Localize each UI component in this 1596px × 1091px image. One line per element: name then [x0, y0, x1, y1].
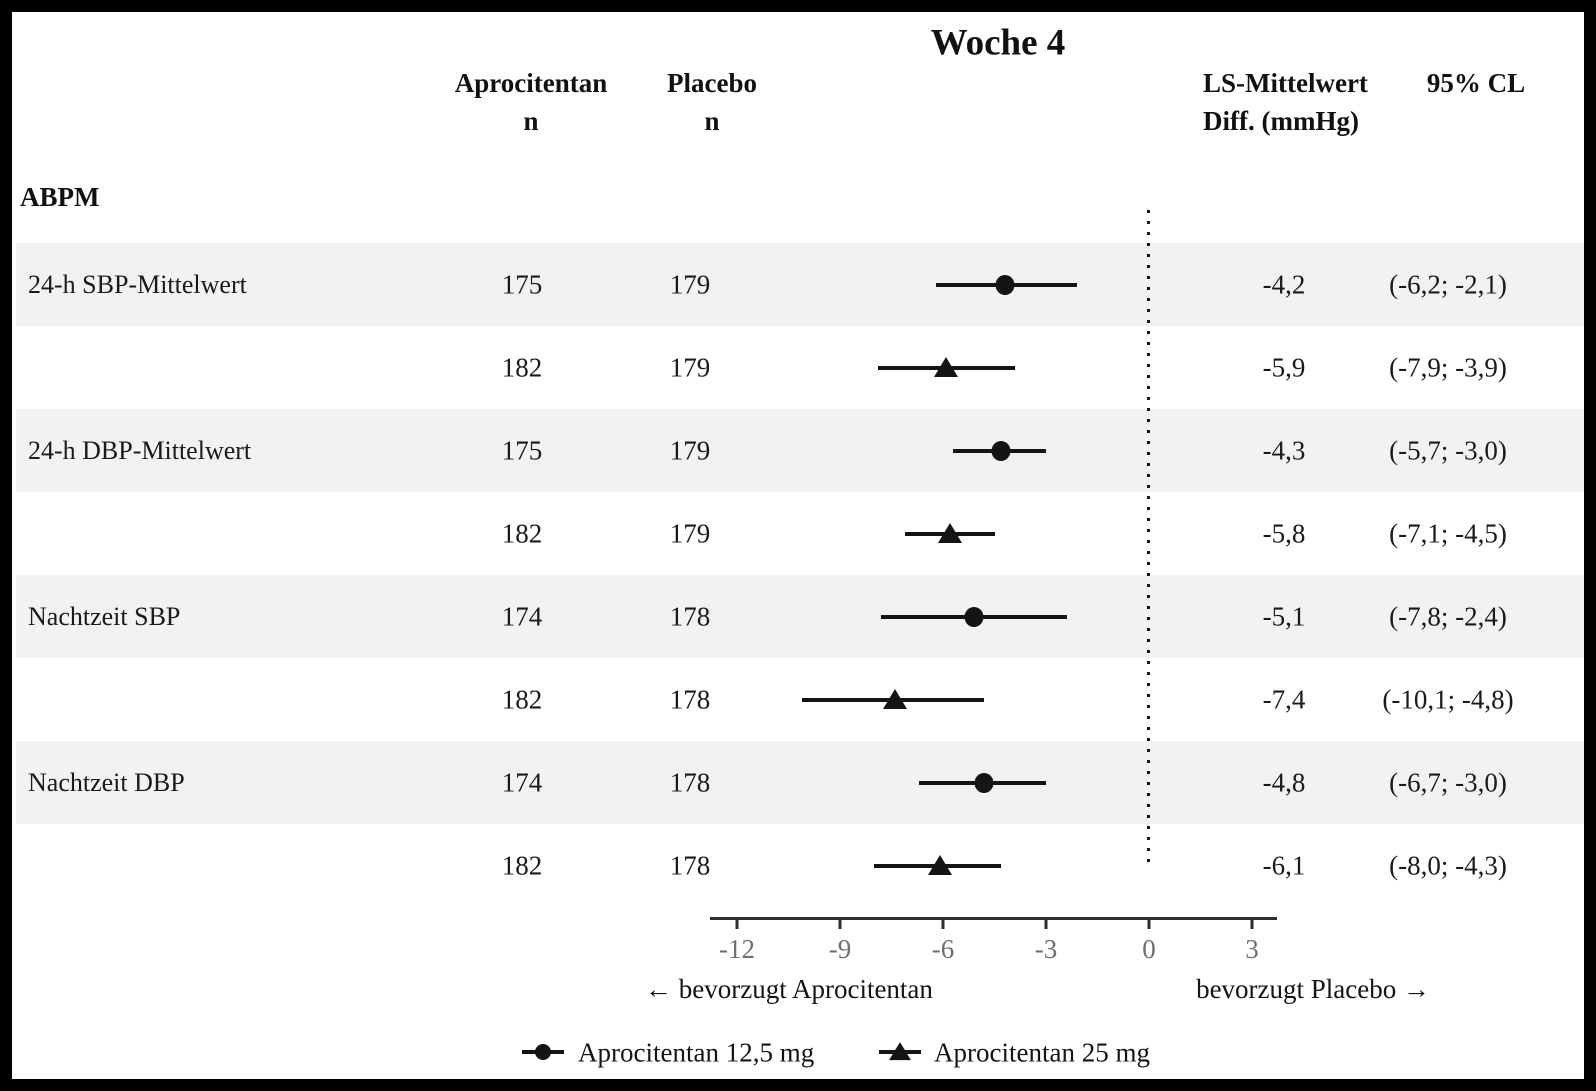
n-placebo-value: 178 [669, 767, 711, 797]
x-axis-tick-label: 0 [1142, 934, 1156, 964]
n-aprocitentan-value: 174 [501, 767, 543, 797]
legend-marker-triangle-icon [889, 1042, 911, 1061]
column-header-ls-mean-diff-line1: LS-Mittelwert [1203, 68, 1368, 98]
column-header-aprocitentan-n-sub: n [523, 106, 539, 137]
row-label: Nachtzeit DBP [28, 767, 185, 797]
x-axis-tick [1044, 920, 1048, 929]
reference-line [1147, 210, 1150, 870]
x-axis-line [710, 917, 1277, 920]
estimate-marker-triangle [882, 688, 907, 709]
row-label: 24-h SBP-Mittelwert [28, 269, 247, 299]
favors-aprocitentan-label: ← bevorzugt Aprocitentan [645, 974, 933, 1004]
ci-value: (-7,8; -2,4) [1389, 601, 1507, 631]
n-placebo-value: 179 [669, 435, 711, 465]
ci-value: (-10,1; -4,8) [1382, 684, 1514, 714]
estimate-value: -5,1 [1262, 601, 1306, 631]
estimate-value: -5,8 [1262, 518, 1306, 548]
estimate-marker-circle [974, 772, 994, 793]
estimate-marker-triangle [927, 854, 952, 875]
estimate-value: -4,2 [1262, 269, 1306, 299]
estimate-marker-circle [995, 274, 1015, 295]
x-axis-tick [838, 920, 842, 929]
estimate-marker-triangle [934, 356, 959, 377]
estimate-value: -6,1 [1262, 850, 1306, 880]
ci-value: (-7,1; -4,5) [1389, 518, 1507, 548]
n-placebo-value: 178 [669, 684, 711, 714]
favors-placebo-label: bevorzugt Placebo → [1196, 974, 1430, 1004]
x-axis-tick [941, 920, 945, 929]
column-header-ls-mean-diff: LS-Mittelwert Diff. (mmHg) [1203, 64, 1368, 141]
n-placebo-value: 179 [669, 518, 711, 548]
legend-marker-circle-icon [535, 1044, 551, 1060]
n-aprocitentan-value: 182 [501, 850, 543, 880]
row-stripe [16, 575, 1584, 658]
legend-item-label: Aprocitentan 25 mg [934, 1037, 1150, 1068]
x-axis-tick [1250, 920, 1254, 929]
x-axis-tick-label: -9 [828, 934, 852, 964]
n-placebo-value: 178 [669, 850, 711, 880]
figure-canvas: Woche 4 Aprocitentan n Placebo n LS-Mitt… [12, 12, 1584, 1079]
ci-value: (-8,0; -4,3) [1389, 850, 1507, 880]
x-axis-tick-label: -3 [1034, 934, 1058, 964]
column-header-95cl: 95% CL [1426, 68, 1526, 98]
n-aprocitentan-value: 182 [501, 684, 543, 714]
estimate-value: -7,4 [1262, 684, 1306, 714]
x-axis-tick [735, 920, 739, 929]
estimate-value: -4,8 [1262, 767, 1306, 797]
estimate-marker-circle [964, 606, 984, 627]
row-label: 24-h DBP-Mittelwert [28, 435, 252, 465]
column-header-placebo: Placebo [667, 68, 757, 98]
n-aprocitentan-value: 182 [501, 518, 543, 548]
group-label-abpm: ABPM [20, 182, 100, 212]
n-aprocitentan-value: 175 [501, 269, 543, 299]
n-placebo-value: 178 [669, 601, 711, 631]
ci-value: (-6,7; -3,0) [1389, 767, 1507, 797]
n-aprocitentan-value: 174 [501, 601, 543, 631]
column-header-placebo-n: Placebo n [667, 64, 757, 141]
x-axis-tick-label: 3 [1245, 934, 1259, 964]
ci-value: (-5,7; -3,0) [1389, 435, 1507, 465]
column-header-ls-mean-diff-line2: Diff. (mmHg) [1203, 106, 1359, 137]
n-aprocitentan-value: 182 [501, 352, 543, 382]
estimate-value: -4,3 [1262, 435, 1306, 465]
column-header-aprocitentan: Aprocitentan [454, 68, 608, 98]
legend-item-label: Aprocitentan 12,5 mg [578, 1037, 815, 1068]
column-header-aprocitentan-n: Aprocitentan n [455, 64, 608, 141]
estimate-value: -5,9 [1262, 352, 1306, 382]
row-stripe [16, 741, 1584, 824]
x-axis-tick-label: -6 [931, 934, 955, 964]
n-aprocitentan-value: 175 [501, 435, 543, 465]
estimate-marker-triangle [937, 522, 962, 543]
n-placebo-value: 179 [669, 352, 711, 382]
row-label: Nachtzeit SBP [28, 601, 181, 631]
estimate-marker-circle [991, 440, 1011, 461]
n-placebo-value: 179 [669, 269, 711, 299]
row-stripe [16, 409, 1584, 492]
x-axis-tick [1147, 920, 1151, 929]
ci-value: (-6,2; -2,1) [1389, 269, 1507, 299]
x-axis-tick-label: -12 [719, 934, 755, 964]
column-header-placebo-n-sub: n [704, 106, 720, 137]
figure-title: Woche 4 [930, 22, 1066, 64]
ci-value: (-7,9; -3,9) [1389, 352, 1507, 382]
row-stripe [16, 243, 1584, 326]
